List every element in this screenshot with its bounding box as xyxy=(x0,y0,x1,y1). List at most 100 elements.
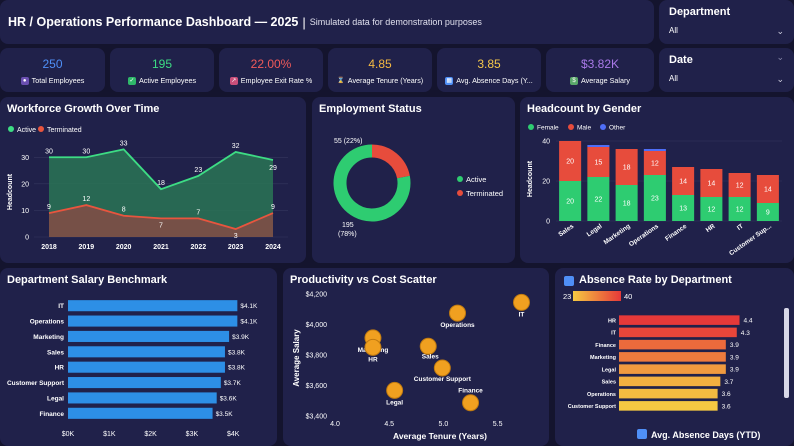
data-label: 3.6 xyxy=(722,403,731,410)
data-label: 30 xyxy=(45,148,53,155)
x-tick-label: 2019 xyxy=(79,244,95,251)
stacked-bar-segment xyxy=(643,175,666,221)
bar xyxy=(619,376,721,387)
calendar-icon xyxy=(637,429,647,439)
kpi-total-employees: 250 ● Total Employees xyxy=(0,48,105,92)
legend-marker xyxy=(457,190,463,196)
color-scale-bar xyxy=(573,291,621,301)
hourglass-icon: ⌛ xyxy=(337,77,345,84)
data-label: 3.9 xyxy=(730,367,739,374)
y-tick-label: Finance xyxy=(595,343,616,349)
legend-label: Active xyxy=(17,127,36,134)
scatter-point xyxy=(364,338,382,356)
kpi-value: 250 xyxy=(42,57,63,71)
kpi-label: Average Salary xyxy=(580,76,630,85)
chevron-down-icon[interactable]: ⌄ xyxy=(776,26,784,36)
data-label: 18 xyxy=(623,165,631,172)
panel-title: Department Salary Benchmark xyxy=(7,274,168,286)
data-label: 33 xyxy=(120,140,128,147)
date-filter-value[interactable]: All xyxy=(669,74,678,83)
y-axis-label: Average Salary xyxy=(292,329,301,387)
legend-label: Male xyxy=(577,125,591,132)
data-label: 4.4 xyxy=(744,318,753,325)
legend-marker xyxy=(568,124,574,130)
y-tick-label: Marketing xyxy=(590,355,616,361)
point-label: IT xyxy=(519,311,525,318)
data-label: 3.6 xyxy=(722,391,731,398)
point-label: Customer Support xyxy=(414,376,472,383)
data-label: 18 xyxy=(157,180,165,187)
y-tick-label: 0 xyxy=(546,219,550,226)
kpi-active-employees: 195 ✓ Active Employees xyxy=(110,48,214,92)
color-scale-min: 23 xyxy=(563,292,571,301)
date-filter[interactable]: ⌄ Date All ⌄ xyxy=(659,48,794,92)
panel-title: Absence Rate by Department xyxy=(579,274,732,286)
legend-marker xyxy=(528,124,534,130)
data-label: $3.6K xyxy=(220,395,238,402)
legend-label: Terminated xyxy=(466,189,503,198)
data-label: 20 xyxy=(566,159,574,166)
page-subtitle: Simulated data for demonstration purpose… xyxy=(309,17,482,27)
point-label: Sales xyxy=(422,353,439,360)
y-tick-label: 10 xyxy=(21,208,29,215)
employment-status-panel: Employment Status 55 (22%) 195 (78%) Active… xyxy=(312,97,515,263)
x-tick-label: 5.0 xyxy=(439,421,449,428)
y-tick-label: HR xyxy=(55,365,65,372)
x-tick-label: 2018 xyxy=(41,244,57,251)
data-label: 14 xyxy=(764,187,772,194)
series-line xyxy=(48,204,274,230)
money-icon: $ xyxy=(569,76,578,85)
point-label: Legal xyxy=(386,399,403,406)
bar xyxy=(68,315,238,327)
y-tick-label: $3,800 xyxy=(306,353,328,360)
stacked-bar-segment xyxy=(756,203,779,221)
y-tick-label: $4,000 xyxy=(306,322,328,329)
data-label: 3.9 xyxy=(730,354,739,361)
panel-title: Employment Status xyxy=(319,103,422,115)
page-title: HR / Operations Performance Dashboard — … xyxy=(8,15,299,29)
y-tick-label: Operations xyxy=(30,319,65,326)
data-label: 3.7 xyxy=(724,379,733,386)
y-tick-label: 40 xyxy=(542,139,550,146)
data-label: 7 xyxy=(196,209,200,216)
kpi-value: 4.85 xyxy=(368,57,392,71)
chevron-down-icon[interactable]: ⌄ xyxy=(776,52,784,62)
department-filter[interactable]: Department All ⌄ xyxy=(659,0,794,44)
y-tick-label: 0 xyxy=(25,235,29,242)
salary-benchmark-panel: Department Salary Benchmark $0K $1K $2K $3K… xyxy=(0,268,277,446)
y-axis-label: Headcount xyxy=(7,173,14,210)
employment-status-chart: 55 (22%) 195 (78%) Active Terminated xyxy=(333,138,503,238)
kpi-value: 195 xyxy=(151,57,173,71)
data-label: 15 xyxy=(594,160,602,167)
data-label: 9 xyxy=(271,204,275,211)
stacked-bar-segment xyxy=(756,175,779,203)
scatter-point xyxy=(512,293,530,311)
data-label: 23 xyxy=(194,167,202,174)
x-tick-label: Legal xyxy=(586,223,604,239)
x-tick-label: 2022 xyxy=(191,244,207,251)
data-label: $4.1K xyxy=(240,319,258,326)
data-label: 12 xyxy=(736,207,744,214)
header-bar: HR / Operations Performance Dashboard — … xyxy=(0,0,654,44)
check-icon: ✓ xyxy=(127,76,136,85)
x-tick-label: 5.5 xyxy=(493,421,503,428)
chevron-down-icon[interactable]: ⌄ xyxy=(776,74,784,84)
scatter-point xyxy=(449,304,467,322)
x-tick-label: $0K xyxy=(62,431,75,438)
y-tick-label: $3,600 xyxy=(306,383,328,390)
kpi-label: Active Employees xyxy=(138,76,197,85)
panel-title: Headcount by Gender xyxy=(527,103,642,115)
y-tick-label: 20 xyxy=(21,181,29,188)
data-label: 29 xyxy=(269,165,277,172)
point-label: Operations xyxy=(440,322,475,329)
bar xyxy=(68,392,217,404)
bar xyxy=(619,352,726,362)
point-label: Finance xyxy=(458,388,483,395)
date-filter-label: Date xyxy=(669,54,693,66)
bar xyxy=(619,401,718,411)
kpi-value: 3.85 xyxy=(477,57,501,71)
kpi-label: Avg. Absence Days (Y... xyxy=(456,76,533,85)
data-label: 22 xyxy=(594,197,602,204)
kpi-absence-days: 3.85 ▦ Avg. Absence Days (Y... xyxy=(437,48,541,92)
department-filter-value[interactable]: All xyxy=(669,26,678,35)
